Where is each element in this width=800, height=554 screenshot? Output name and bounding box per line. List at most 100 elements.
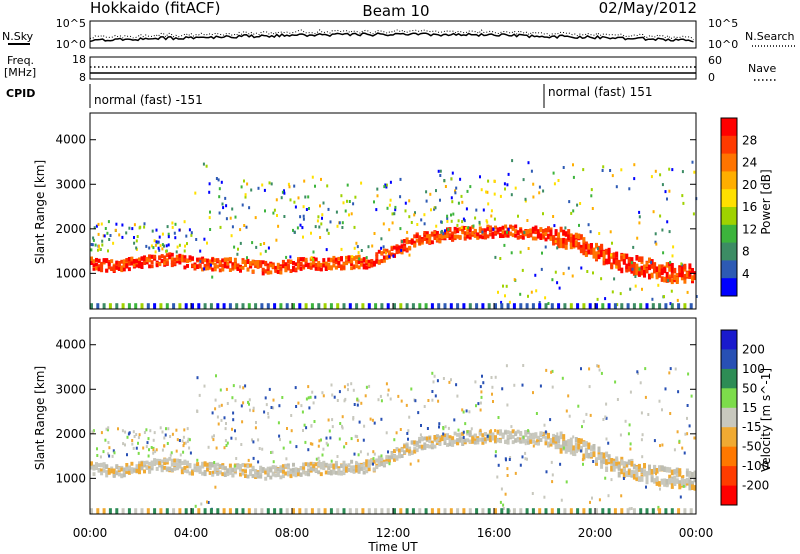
echo-cell xyxy=(589,500,591,504)
echo-cell xyxy=(318,460,321,463)
echo-cell xyxy=(408,215,411,219)
echo-cell xyxy=(221,263,225,268)
echo-cell xyxy=(491,392,493,396)
echo-cell xyxy=(574,240,578,246)
echo-cell xyxy=(91,430,94,434)
echo-cell xyxy=(496,429,500,434)
echo-cell xyxy=(630,257,634,263)
echo-cell xyxy=(223,446,226,450)
echo-cell xyxy=(353,246,356,250)
echo-cell xyxy=(494,303,497,310)
echo-cell xyxy=(382,255,386,260)
echo-cell xyxy=(559,433,563,440)
echo-cell xyxy=(213,267,217,272)
echo-cell xyxy=(353,225,356,229)
echo-cell xyxy=(135,464,139,469)
echo-cell xyxy=(239,228,242,232)
echo-cell xyxy=(589,413,592,417)
echo-cell xyxy=(509,433,513,438)
echo-cell xyxy=(433,444,437,449)
echo-cell xyxy=(509,231,513,236)
echo-cell xyxy=(135,259,139,264)
echo-cell xyxy=(629,442,632,446)
echo-cell xyxy=(645,261,649,267)
echo-cell xyxy=(572,209,575,213)
echo-cell xyxy=(105,470,109,474)
echo-cell xyxy=(678,267,682,273)
echo-cell xyxy=(617,461,621,468)
echo-cell xyxy=(233,245,236,249)
echo-cell xyxy=(165,249,168,253)
echo-cell xyxy=(372,459,376,464)
echo-cell xyxy=(327,207,330,211)
echo-cell xyxy=(525,303,529,310)
echo-cell xyxy=(133,241,136,245)
echo-cell xyxy=(413,243,417,248)
echo-cell xyxy=(579,247,583,254)
echo-cell xyxy=(547,441,550,448)
echo-cell xyxy=(531,439,535,444)
echo-cell xyxy=(479,175,481,179)
echo-cell xyxy=(208,259,212,264)
echo-cell xyxy=(203,384,206,388)
echo-cell xyxy=(637,256,641,262)
echo-cell xyxy=(547,226,550,233)
echo-cell xyxy=(683,478,687,485)
echo-cell xyxy=(552,437,556,443)
echo-cell xyxy=(361,303,365,310)
echo-cell xyxy=(673,469,677,475)
echo-cell xyxy=(580,367,582,371)
echo-cell xyxy=(531,226,535,231)
echo-cell xyxy=(513,278,516,282)
echo-cell xyxy=(494,508,497,515)
echo-cell xyxy=(620,468,624,475)
echo-cell xyxy=(465,207,468,211)
echo-cell xyxy=(117,261,121,265)
echo-cell xyxy=(565,480,568,484)
echo-cell xyxy=(380,251,384,255)
echo-cell xyxy=(219,225,222,229)
echo-cell xyxy=(180,254,184,259)
echo-cell xyxy=(336,303,340,310)
echo-cell xyxy=(347,255,351,260)
echo-cell xyxy=(307,263,311,268)
echo-cell xyxy=(405,403,408,407)
echo-cell xyxy=(587,248,591,255)
echo-cell xyxy=(215,177,218,180)
echo-cell xyxy=(450,213,452,217)
echo-cell xyxy=(356,435,359,439)
echo-cell xyxy=(473,440,477,445)
echo-cell xyxy=(519,234,523,239)
echo-cell xyxy=(393,438,396,442)
echo-cell xyxy=(314,257,318,262)
echo-cell xyxy=(105,268,109,273)
echo-cell xyxy=(264,269,268,274)
echo-cell xyxy=(521,232,525,236)
echo-cell xyxy=(138,261,141,265)
echo-cell xyxy=(648,469,651,475)
echo-cell xyxy=(367,508,371,515)
cpid-panel: CPID normal (fast) -151 normal (fast) 15… xyxy=(6,84,652,108)
echo-cell xyxy=(481,303,485,310)
echo-cell xyxy=(104,227,107,230)
echo-cell xyxy=(354,434,357,438)
echo-cell xyxy=(256,260,260,264)
echo-cell xyxy=(435,434,439,439)
echo-cell xyxy=(214,398,217,402)
echo-cell xyxy=(542,231,545,236)
echo-cell xyxy=(213,262,217,267)
echo-cell xyxy=(232,418,235,422)
echo-cell xyxy=(428,436,431,440)
echo-cell xyxy=(120,467,124,472)
echo-cell xyxy=(640,265,644,272)
echo-cell xyxy=(616,303,619,307)
echo-cell xyxy=(504,457,507,461)
echo-cell xyxy=(494,435,497,440)
echo-cell xyxy=(554,443,558,450)
echo-cell xyxy=(569,303,573,310)
echo-cell xyxy=(403,450,407,455)
echo-cell xyxy=(145,244,148,248)
echo-cell xyxy=(370,459,374,464)
echo-cell xyxy=(264,249,267,253)
echo-cell xyxy=(596,364,599,368)
